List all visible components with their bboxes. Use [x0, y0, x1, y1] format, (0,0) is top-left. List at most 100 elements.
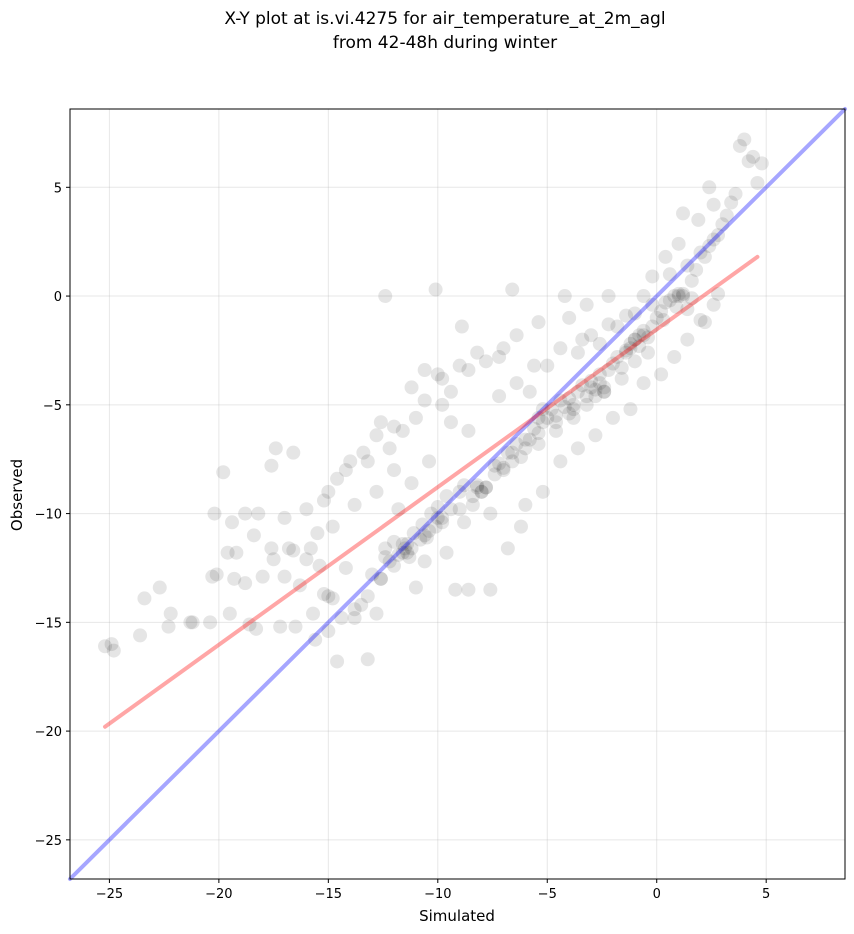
scatter-point	[430, 367, 445, 382]
scatter-point	[203, 615, 218, 630]
scatter-point	[601, 289, 616, 304]
scatter-point	[387, 534, 402, 549]
scatter-point	[222, 606, 237, 621]
scatter-point	[343, 454, 358, 469]
scatter-point	[654, 367, 669, 382]
scatter-point	[645, 297, 660, 312]
scatter-point	[719, 208, 734, 223]
scatter-point	[684, 291, 699, 306]
y-axis-label: Observed	[8, 459, 26, 531]
scatter-point	[443, 384, 458, 399]
scatter-point	[443, 502, 458, 517]
scatter-point	[706, 197, 721, 212]
scatter-point	[277, 510, 292, 525]
scatter-point	[597, 384, 612, 399]
scatter-point	[671, 236, 686, 251]
scatter-point	[439, 545, 454, 560]
scatter-point	[360, 589, 375, 604]
scatter-point	[288, 619, 303, 634]
scatter-point	[737, 132, 752, 147]
scatter-point	[312, 558, 327, 573]
scatter-point	[675, 286, 690, 301]
scatter-point	[292, 578, 307, 593]
scatter-point	[133, 628, 148, 643]
scatter-point	[588, 428, 603, 443]
scatter-point	[549, 423, 564, 438]
scatter-point	[273, 619, 288, 634]
chart-title: X-Y plot at is.vi.4275 for air_temperatu…	[224, 9, 665, 29]
scatter-point	[470, 345, 485, 360]
scatter-point	[579, 397, 594, 412]
scatter-point	[478, 354, 493, 369]
scatter-point	[535, 402, 550, 417]
scatter-point	[373, 415, 388, 430]
scatter-point	[614, 360, 629, 375]
scatter-point	[457, 478, 472, 493]
scatter-point	[487, 458, 502, 473]
scatter-point	[557, 289, 572, 304]
scatter-point	[474, 484, 489, 499]
scatter-point	[387, 419, 402, 434]
scatter-point	[614, 371, 629, 386]
scatter-point	[422, 523, 437, 538]
scatter-point	[540, 358, 555, 373]
scatter-point	[387, 558, 402, 573]
scatter-point	[711, 228, 726, 243]
scatter-point	[505, 445, 520, 460]
scatter-point	[518, 497, 533, 512]
scatter-point	[207, 506, 222, 521]
scatter-point	[505, 454, 520, 469]
scatter-point	[378, 541, 393, 556]
scatter-point	[746, 149, 761, 164]
regression-line	[103, 254, 760, 729]
scatter-point	[658, 295, 673, 310]
scatter-point	[706, 232, 721, 247]
scatter-point	[531, 436, 546, 451]
scatter-point	[702, 239, 717, 254]
scatter-point	[242, 617, 257, 632]
scatter-point	[549, 408, 564, 423]
scatter-point	[378, 289, 393, 304]
scatter-point	[417, 528, 432, 543]
scatter-point	[518, 432, 533, 447]
scatter-point	[697, 315, 712, 330]
scatter-point	[535, 484, 550, 499]
scatter-point	[185, 615, 200, 630]
scatter-point	[680, 332, 695, 347]
scatter-point	[373, 571, 388, 586]
scatter-point	[369, 484, 384, 499]
scatter-point	[448, 582, 463, 597]
scatter-point	[492, 456, 507, 471]
scatter-point	[266, 552, 281, 567]
scatter-point	[579, 389, 594, 404]
scatter-point	[435, 515, 450, 530]
scatter-point	[553, 341, 568, 356]
scatter-point	[697, 249, 712, 264]
scatter-point	[369, 606, 384, 621]
scatter-point	[404, 541, 419, 556]
scatter-point	[461, 363, 476, 378]
y-tick-label: −10	[35, 508, 62, 523]
scatter-point	[487, 467, 502, 482]
scatter-point	[216, 465, 231, 480]
scatter-point	[98, 639, 113, 654]
y-tick-label: −25	[35, 834, 62, 849]
scatter-point	[417, 393, 432, 408]
scatter-point	[406, 526, 421, 541]
scatter-point	[465, 489, 480, 504]
scatter-point	[496, 341, 511, 356]
y-tick-label: 5	[54, 181, 62, 196]
scatter-point	[691, 212, 706, 227]
scatter-point	[382, 441, 397, 456]
scatter-point	[452, 358, 467, 373]
scatter-point	[316, 587, 331, 602]
scatter-point	[566, 402, 581, 417]
x-axis-ticks: −25 −20 −15 −10 −5 0 5	[96, 879, 770, 902]
scatter-point	[413, 532, 428, 547]
scatter-point	[597, 384, 612, 399]
scatter-point	[522, 384, 537, 399]
scatter-point	[513, 450, 528, 465]
scatter-point	[325, 519, 340, 534]
scatter-point	[360, 652, 375, 667]
